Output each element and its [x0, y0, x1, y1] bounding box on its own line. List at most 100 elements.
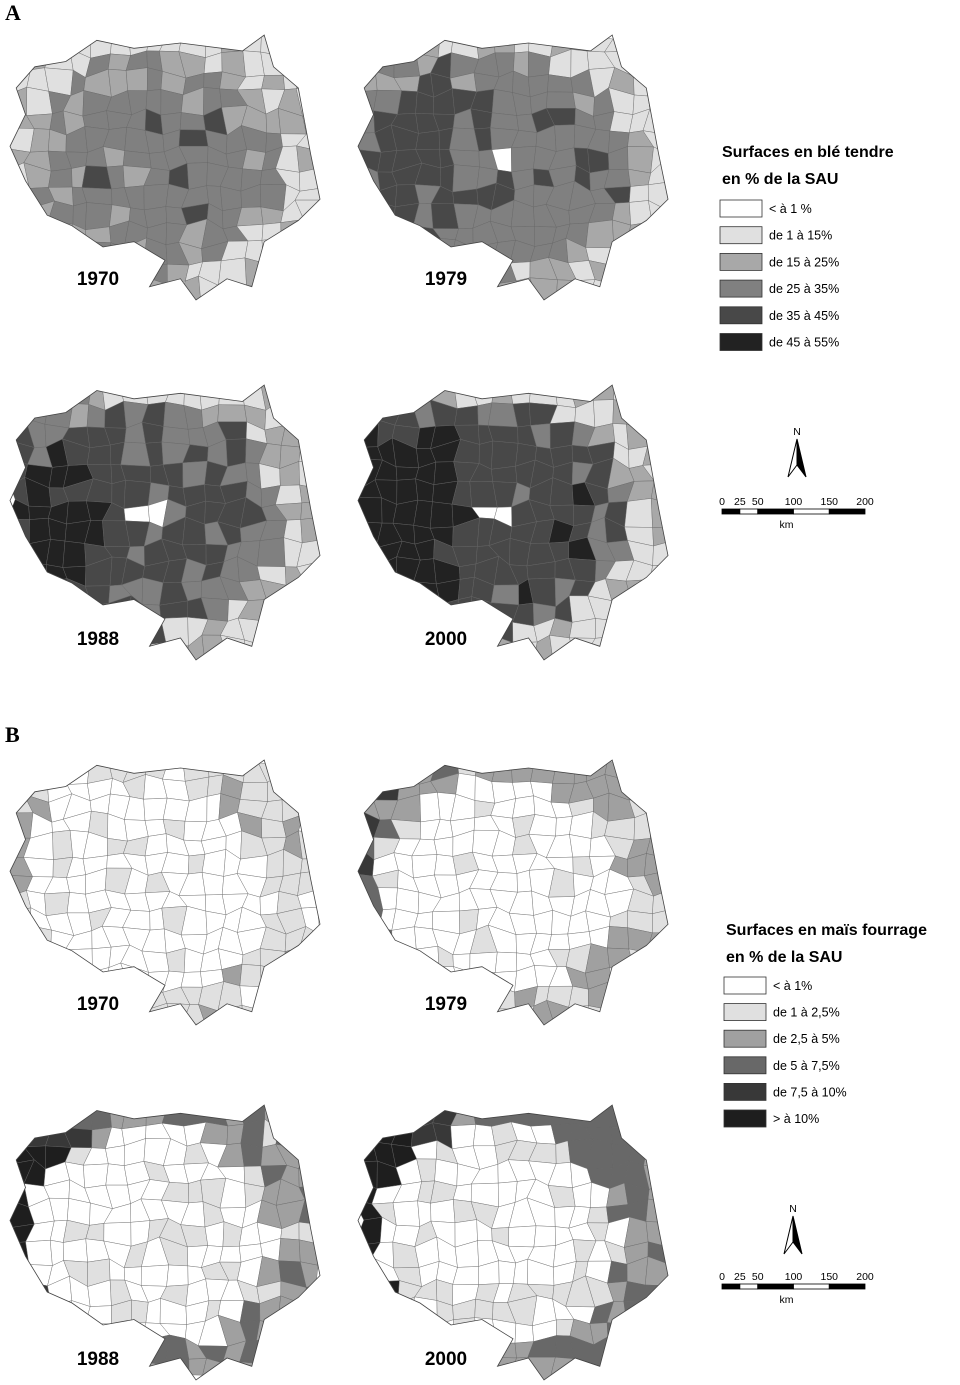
- district: [301, 858, 326, 873]
- district: [29, 760, 47, 778]
- district: [355, 1101, 374, 1126]
- scale-tick-label: 100: [785, 496, 803, 508]
- district: [82, 166, 112, 189]
- district: [475, 984, 490, 1008]
- district: [283, 74, 302, 90]
- district: [376, 600, 397, 625]
- district: [8, 284, 29, 302]
- district: [374, 577, 397, 603]
- district: [29, 506, 52, 519]
- district: [47, 965, 70, 987]
- district: [645, 1285, 672, 1301]
- scale-unit: km: [780, 1294, 794, 1306]
- district: [375, 379, 402, 408]
- district: [625, 498, 653, 527]
- scale-tick-label: 25: [734, 1271, 746, 1283]
- district: [556, 280, 577, 301]
- district: [299, 619, 323, 644]
- district: [352, 384, 382, 400]
- panel-label: B: [5, 722, 20, 747]
- district: [299, 279, 325, 305]
- district: [398, 986, 419, 1008]
- district: [122, 1009, 150, 1030]
- district: [124, 624, 152, 644]
- district: [299, 168, 325, 191]
- district: [379, 1335, 394, 1359]
- district: [108, 1323, 132, 1342]
- district: [357, 1161, 378, 1188]
- district: [627, 622, 654, 641]
- district: [262, 223, 281, 241]
- district: [304, 408, 321, 428]
- district: [376, 624, 400, 646]
- map-year: 1988: [77, 1349, 119, 1370]
- district: [396, 638, 419, 661]
- district: [630, 1006, 649, 1025]
- district: [393, 1339, 418, 1363]
- district: [469, 1357, 498, 1383]
- district: [5, 908, 31, 926]
- district: [430, 502, 453, 528]
- district: [587, 1364, 615, 1385]
- district: [491, 441, 518, 469]
- scale-segment: [829, 1284, 865, 1289]
- scale-segment: [794, 1284, 830, 1289]
- district: [298, 244, 323, 268]
- district: [453, 165, 480, 192]
- district: [567, 280, 595, 300]
- district: [126, 1323, 146, 1342]
- district: [375, 278, 398, 302]
- district: [469, 1343, 496, 1358]
- district: [551, 1104, 576, 1125]
- district: [649, 985, 671, 1007]
- district: [378, 1358, 393, 1384]
- district: [354, 928, 381, 953]
- legend-title: en % de la SAU: [722, 171, 838, 188]
- district: [46, 241, 66, 266]
- district: [454, 1318, 478, 1345]
- district: [490, 113, 518, 131]
- district: [297, 146, 320, 172]
- district: [305, 1337, 321, 1363]
- district: [24, 261, 47, 287]
- district: [26, 563, 48, 584]
- district: [391, 1318, 418, 1346]
- scale-segment: [794, 509, 830, 514]
- legend-title: Surfaces en maïs fourrage: [726, 922, 927, 939]
- district: [495, 952, 517, 972]
- district: [91, 1099, 111, 1130]
- district: [301, 501, 320, 519]
- district: [8, 260, 27, 287]
- district: [24, 1336, 48, 1358]
- legend-swatch: [720, 334, 762, 351]
- district: [85, 227, 111, 243]
- legend-label: < à 1 %: [769, 202, 812, 216]
- region-map: [6, 379, 325, 665]
- district: [148, 1363, 167, 1383]
- district: [630, 970, 654, 989]
- district: [373, 775, 400, 800]
- district: [644, 854, 669, 876]
- district: [379, 1300, 398, 1318]
- district: [163, 281, 186, 300]
- district: [475, 1299, 494, 1319]
- district: [608, 793, 635, 821]
- district: [398, 963, 419, 992]
- district: [296, 1001, 322, 1030]
- legend-swatch: [724, 1030, 766, 1047]
- district: [360, 1359, 379, 1384]
- district: [305, 382, 320, 409]
- district: [491, 585, 519, 605]
- scale-tick-label: 0: [719, 496, 725, 508]
- district: [69, 404, 89, 429]
- scale-segment: [722, 1284, 740, 1289]
- district: [632, 261, 649, 284]
- district: [12, 947, 29, 969]
- district: [85, 203, 112, 230]
- district: [380, 986, 400, 1010]
- scale-segment: [758, 509, 794, 514]
- district: [608, 1104, 630, 1127]
- district: [202, 872, 224, 895]
- district: [162, 427, 190, 445]
- district: [63, 1239, 87, 1262]
